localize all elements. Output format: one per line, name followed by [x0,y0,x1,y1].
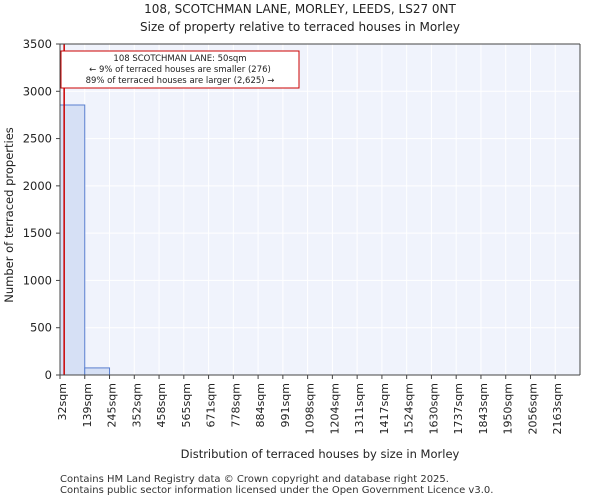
annotation-line-1: 108 SCOTCHMAN LANE: 50sqm [113,54,246,64]
bar [84,367,111,376]
y-tick-label: 2000 [23,179,52,193]
y-axis-label: Number of terraced properties [2,127,16,303]
y-tick-label: 3500 [23,37,52,51]
x-tick-label: 991sqm [279,383,292,427]
annotation-line-3: 89% of terraced houses are larger (2,625… [86,76,275,86]
x-tick-label: 1204sqm [328,383,341,434]
y-tick-label: 500 [30,321,52,335]
footer-line-1: Contains HM Land Registry data © Crown c… [60,474,449,485]
plot-area [60,44,580,375]
x-tick-label: 32sqm [56,383,69,420]
y-tick-label: 3000 [23,84,52,98]
axis-layer: 0 500 1000 1500 2000 2500 3000 3500 32sqm 139sqm 2… [23,37,581,434]
y-tick-label: 2500 [23,132,52,146]
footer-line-2: Contains public sector information licen… [60,485,494,496]
x-tick-label: 2163sqm [551,383,564,434]
x-axis-label: Distribution of terraced houses by size … [181,447,460,461]
x-tick-label: 1737sqm [452,383,465,434]
x-tick-label: 778sqm [229,383,242,427]
annotation-box: 108 SCOTCHMAN LANE: 50sqm ← 9% of terrac… [60,50,300,89]
x-tick-label: 245sqm [106,383,119,427]
chart-subtitle: Size of property relative to terraced ho… [140,20,460,34]
annotation-line-2: ← 9% of terraced houses are smaller (276… [89,65,271,75]
annotation-frame [60,50,300,89]
x-tick-label: 2056sqm [526,383,539,434]
x-tick-label: 458sqm [155,383,168,427]
y-tick-label: 0 [45,368,52,382]
grid-layer [59,43,581,376]
x-tick-label: 1950sqm [502,383,515,434]
x-tick-label: 565sqm [180,383,193,427]
y-tick-label: 1500 [23,226,52,240]
x-tick-label: 1311sqm [353,383,366,434]
x-tick-label: 1098sqm [304,383,317,434]
x-tick-label: 352sqm [130,383,143,427]
x-tick-label: 1843sqm [477,383,490,434]
x-tick-label: 1417sqm [378,383,391,434]
x-tick-label: 1524sqm [403,383,416,434]
x-tick-label: 1630sqm [427,383,440,434]
x-tick-label: 884sqm [254,383,267,427]
x-tick-label: 671sqm [205,383,218,427]
y-tick-label: 1000 [23,273,52,287]
x-tick-label: 139sqm [81,383,94,427]
chart-title: 108, SCOTCHMAN LANE, MORLEY, LEEDS, LS27… [144,2,456,16]
